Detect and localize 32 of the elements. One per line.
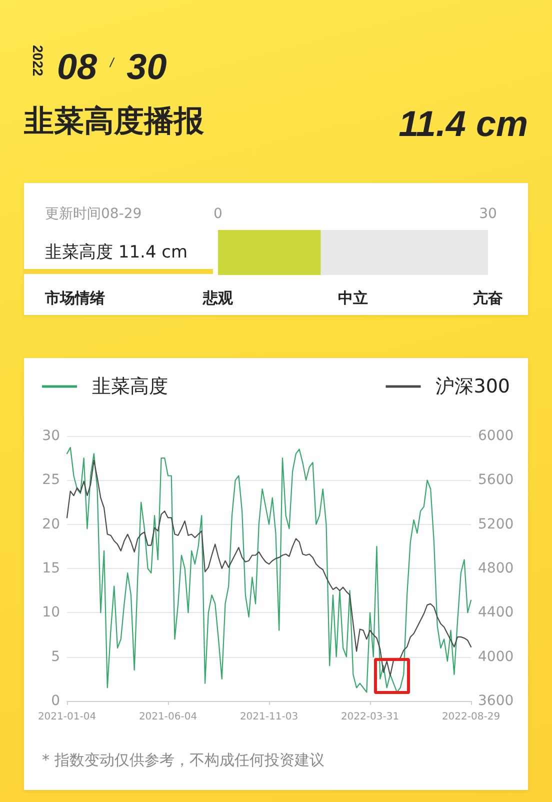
y-tick-label: 25 [42, 472, 60, 488]
y-tick-label: 10 [42, 604, 60, 621]
y2-tick-label: 5200 [478, 516, 514, 532]
text: 市场情绪 [45, 289, 105, 308]
y2-tick-label: 4400 [478, 604, 514, 621]
annotation: 悲观 [203, 289, 233, 308]
text: 11.4 cm [398, 103, 528, 145]
y2-tick-label: 3600 [478, 693, 514, 709]
y2-tick-label: 4800 [478, 560, 514, 576]
text: 08 $^{/}$ 30 [57, 46, 167, 88]
x-tick-label: 2021-11-03 [240, 712, 298, 722]
y2-tick-label: 6000 [478, 428, 514, 444]
y-tick-label: 30 [42, 428, 60, 444]
y2-tick-label: 5600 [478, 472, 514, 488]
y-tick-label: 5 [51, 648, 60, 665]
chart-title: 韭菜高度播报 [24, 103, 204, 141]
legend-label: 沪深300 [436, 376, 510, 398]
x-tick-label: 2022-03-31 [340, 712, 400, 722]
annotation: 亢奋 [473, 289, 503, 308]
y-tick-label: 20 [42, 516, 60, 532]
y-tick-label: 0 [51, 693, 60, 709]
text: 更新时间08-29 [45, 205, 142, 223]
y-tick-label: 15 [42, 560, 60, 576]
y-tick-label: 韭菜高度 11.4 cm [45, 242, 188, 262]
annotation: 中立 [338, 289, 368, 308]
y2-tick-label: 4000 [478, 648, 514, 665]
x-tick-label: 2022-08-29 [442, 712, 500, 722]
x-tick-label: 2021-06-04 [138, 712, 198, 722]
x-tick-label: 2021-01-04 [38, 712, 96, 722]
text: * 指数变动仅供参考，不构成任何投资建议 [42, 750, 324, 770]
text: 2022 [30, 45, 46, 76]
legend-label: 韭菜高度 [92, 376, 168, 398]
